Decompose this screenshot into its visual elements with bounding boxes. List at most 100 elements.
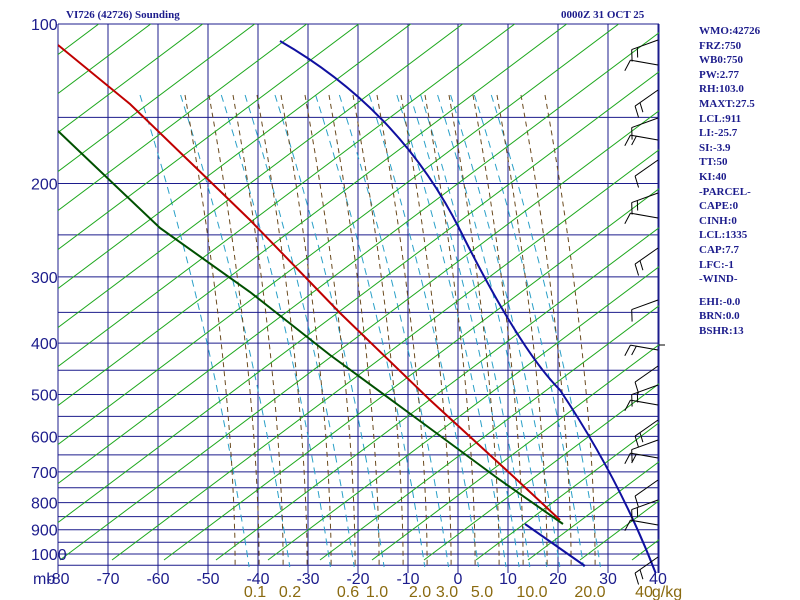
wind-barb-staff: [631, 117, 659, 129]
mixing-ratio-line: [420, 94, 531, 568]
wind-barb-staff: [630, 344, 659, 351]
dewpoint-line: [58, 130, 564, 525]
wind-barb-flag: [634, 175, 640, 188]
dry-adiabat-lines: [0, 0, 659, 561]
moist-adiabat: [520, 94, 572, 567]
dry-adiabat: [423, 383, 659, 561]
index-item: KI:40: [699, 170, 727, 183]
temperature-tick-label: -60: [146, 571, 169, 588]
stability-index-panel: WMO:42726 FRZ:750 WB0:750 PW:2.77 RH:103.0 MA…: [699, 24, 799, 338]
temperature-tick-label: -40: [246, 571, 269, 588]
wind-barb-flag: [624, 59, 631, 71]
dry-adiabat: [58, 24, 308, 212]
sounding-series: [58, 40, 657, 573]
index-item: SI:-3.9: [699, 141, 731, 154]
wind-barb: [634, 365, 659, 394]
index-item: LCL:1335: [699, 229, 748, 242]
pressure-label: 700: [31, 465, 58, 482]
temperature-tick-label: -10: [396, 571, 419, 588]
temperature-tick-label: -30: [296, 571, 319, 588]
wind-barb-flag: [624, 399, 631, 411]
temperature-tick-label: -20: [346, 571, 369, 588]
mixing-ratio-label: 5.0: [471, 584, 493, 600]
wind-barb: [631, 192, 659, 215]
wind-barb: [624, 212, 659, 224]
mixing-ratio-line: [244, 94, 355, 568]
mixing-ratio-line: [396, 94, 507, 568]
pressure-label: 900: [31, 523, 58, 540]
mixing-ratio-label: 1.0: [366, 584, 388, 600]
wind-barb-flag: [634, 105, 640, 118]
mixing-ratio-line: [437, 94, 548, 568]
temperature-tick-label: 20: [549, 571, 567, 588]
pressure-unit-label: mb: [33, 571, 55, 588]
mixing-ratio-line: [473, 94, 584, 568]
wind-barb-staff: [634, 247, 659, 265]
dry-adiabat: [58, 24, 256, 173]
pressure-label: 300: [31, 270, 58, 287]
mixing-ratio-line: [315, 94, 426, 568]
index-item: CAP:7.7: [699, 243, 740, 256]
moist-adiabat: [256, 94, 308, 567]
temperature-tick-label: 30: [599, 571, 617, 588]
wind-barb-staff: [630, 399, 659, 406]
wind-barb: [634, 556, 659, 585]
wind-barb: [624, 344, 659, 356]
wind-barb: [634, 419, 659, 448]
dry-adiabat: [58, 24, 516, 368]
wind-barb-staff: [634, 479, 659, 497]
wind-barb-staff: [630, 519, 659, 526]
parcel-line: [279, 40, 657, 573]
temperature-tick-label: 10: [499, 571, 517, 588]
temperature-tick-label: 40: [649, 571, 667, 588]
mixing-ratio-label: g/kg: [652, 584, 682, 600]
mixing-ratio-label: 0.2: [279, 584, 301, 600]
wind-barb-staff: [634, 556, 659, 574]
pressure-label: 1000: [31, 547, 67, 564]
wind-barb-flag: [639, 432, 644, 443]
wind-barb: [631, 499, 659, 522]
index-item: CINH:0: [699, 214, 737, 227]
pressure-label: 800: [31, 496, 58, 513]
wind-barb-staff: [634, 419, 659, 437]
dry-adiabat: [58, 24, 568, 407]
mixing-ratio-label: 0.6: [337, 584, 359, 600]
index-item: RH:103.0: [699, 83, 744, 96]
wind-barb: [624, 59, 659, 71]
moist-adiabat: [352, 94, 404, 567]
mixing-ratio-line: [338, 94, 449, 568]
dry-adiabat: [58, 71, 659, 524]
temperature-tick-label: -50: [196, 571, 219, 588]
moist-adiabat: [424, 94, 476, 567]
wind-barb: [631, 384, 659, 407]
wind-barb-flag: [624, 519, 631, 531]
wind-barb: [634, 479, 659, 508]
wind-barb: [624, 134, 659, 146]
wind-barb-staff: [630, 452, 659, 459]
wind-barb-staff: [631, 192, 659, 204]
wind-barb-staff: [630, 134, 659, 141]
index-item: BRN:0.0: [699, 310, 740, 323]
temperature-tick-label: 0: [454, 571, 463, 588]
wind-barb-flag: [631, 345, 637, 356]
mixing-ratio-label: 0.1: [244, 584, 266, 600]
wind-barb-flag: [631, 453, 637, 464]
dry-adiabat: [58, 24, 360, 251]
dry-adiabat: [58, 24, 152, 95]
dry-adiabat: [58, 24, 620, 446]
dry-adiabat: [0, 0, 12, 560]
wind-barb: [631, 439, 659, 462]
dry-adiabat: [111, 149, 659, 561]
wind-barb-flag: [624, 452, 631, 464]
wind-barb-flag: [631, 135, 637, 146]
wind-barbs: [624, 39, 665, 585]
wind-barb-staff: [630, 212, 659, 219]
pressure-label: 200: [31, 177, 58, 194]
wind-barb-staff: [634, 89, 659, 107]
chart-datetime: 0000Z 31 OCT 25: [561, 9, 645, 21]
wind-barb: [634, 89, 659, 118]
dry-adiabat: [58, 24, 412, 290]
wind-barb-flag: [624, 344, 631, 356]
